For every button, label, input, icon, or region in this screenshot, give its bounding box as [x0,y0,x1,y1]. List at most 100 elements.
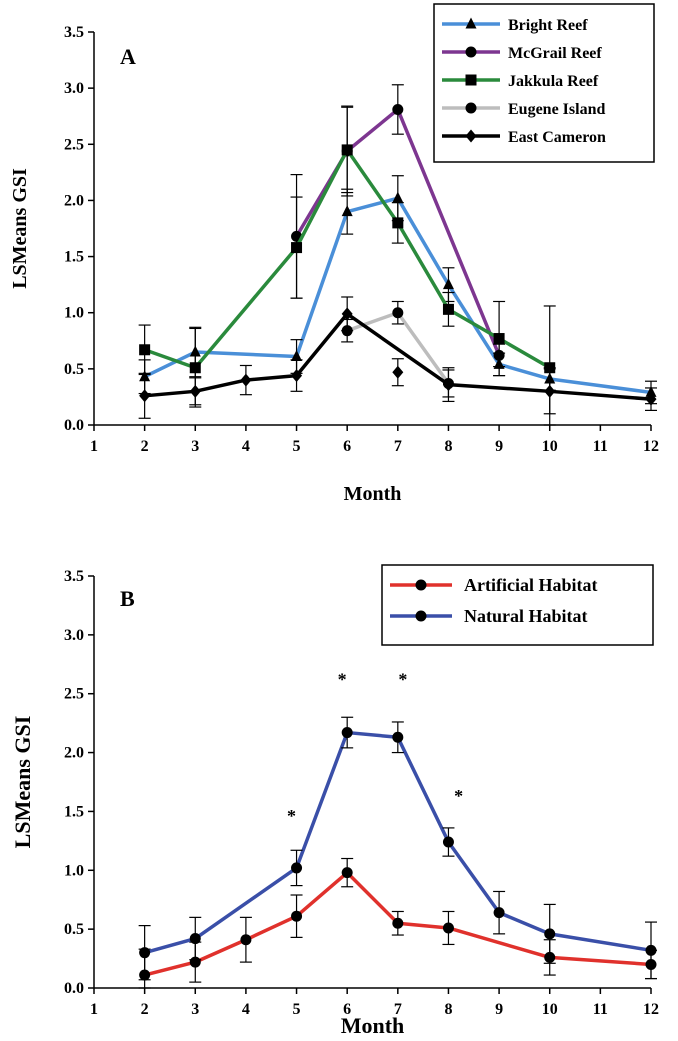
legend-box [381,564,654,646]
data-point [392,307,404,319]
data-point [291,350,303,362]
x-tick-label: 9 [495,438,503,455]
legend-swatch-marker [465,102,477,114]
y-tick-label: 2.5 [64,686,84,703]
x-tick-label: 11 [593,438,608,455]
series-line [144,148,551,370]
data-point [341,727,353,739]
legend-item: East Cameron [442,129,606,146]
panel-letter: B [120,586,135,611]
data-point [493,333,505,345]
data-point [139,344,151,356]
series-line [295,107,501,357]
data-point [645,392,657,406]
data-point [392,191,404,203]
x-axis-title: Month [344,483,402,505]
x-tick-label: 12 [643,438,659,455]
x-tick-label: 8 [444,438,452,455]
x-tick-label: 1 [90,438,98,455]
y-tick-label: 3.0 [64,627,84,644]
x-tick-label: 3 [191,438,199,455]
panel-letter: A [120,44,136,69]
data-point [392,731,404,743]
data-point [139,947,151,959]
x-tick-label: 1 [90,1001,98,1018]
legend-swatch-marker [465,129,477,143]
y-tick-label: 1.5 [64,249,84,266]
data-point [341,307,353,321]
data-point [341,205,353,217]
x-tick-label: 10 [542,438,558,455]
x-tick-label: 5 [293,438,301,455]
x-axis-title: Month [341,1013,405,1038]
data-point [189,362,201,374]
series-natural-habitat [138,716,657,981]
significance-star: * [398,669,407,689]
panel-a: 0.00.51.01.52.02.53.03.51 2 3 4 5 6 7 8 9 10 11 12M… [9,3,659,505]
y-tick-label: 2.5 [64,136,84,153]
y-tick-label: 3.5 [64,24,84,41]
legend-label: Bright Reef [508,17,588,34]
legend-item: Jakkula Reef [442,73,599,90]
x-tick-label: 8 [444,1001,452,1018]
data-point [240,373,252,387]
significance-star: * [454,786,463,806]
x-tick-label: 7 [394,438,402,455]
data-point [442,836,454,848]
y-tick-label: 3.0 [64,80,84,97]
x-tick-label: 3 [191,1001,199,1018]
x-tick-label: 7 [394,1001,402,1018]
legend-swatch-marker [465,74,477,86]
x-tick-label: 6 [343,438,351,455]
legend-item: Natural Habitat [390,606,588,626]
x-tick-label: 6 [343,1001,351,1018]
data-point [291,910,303,922]
x-tick-label: 9 [495,1001,503,1018]
legend-item: Eugene Island [442,101,605,118]
data-point [493,907,505,919]
series-artificial-habitat [138,857,657,989]
legend: Artificial Habitat Natural Habitat [381,564,654,646]
data-point [189,384,201,398]
y-tick-label: 1.0 [64,862,84,879]
y-tick-label: 3.5 [64,568,84,585]
data-point [442,303,454,315]
panel-b: 0.00.51.01.52.02.53.03.51 2 3 4 5 6 7 8 9 10 11 12M… [10,564,659,1038]
legend-label: East Cameron [508,129,606,146]
legend-label: Jakkula Reef [508,73,599,90]
x-tick-label: 10 [542,1001,558,1018]
x-tick-label: 2 [141,1001,149,1018]
x-tick-label: 5 [293,1001,301,1018]
legend-label: Artificial Habitat [464,575,597,595]
y-tick-label: 2.0 [64,745,84,762]
data-point [392,917,404,929]
data-point [442,278,454,290]
y-tick-label: 0.0 [64,417,84,434]
x-tick-label: 2 [141,438,149,455]
data-point [645,944,657,956]
data-point [442,378,454,392]
legend-swatch-marker [465,46,477,58]
series-line [144,312,652,401]
data-point [392,365,404,379]
y-tick-label: 0.0 [64,980,84,997]
data-point [291,369,303,383]
data-point [442,922,454,934]
y-tick-label: 1.5 [64,803,84,820]
legend-item: Artificial Habitat [390,575,597,595]
legend-item: Bright Reef [442,17,588,34]
legend-label: Natural Habitat [464,606,588,626]
x-tick-label: 4 [242,1001,250,1018]
y-axis-title: LSMeans GSI [10,716,35,849]
data-point [291,242,303,254]
data-point [544,384,556,398]
x-tick-label: 4 [242,438,250,455]
y-axis-title: LSMeans GSI [9,168,31,289]
legend-label: McGrail Reef [508,45,602,62]
x-tick-label: 11 [593,1001,608,1018]
y-tick-label: 0.5 [64,921,84,938]
legend-swatch-marker [415,610,427,622]
legend-item: McGrail Reef [442,45,602,62]
data-point [240,934,252,946]
